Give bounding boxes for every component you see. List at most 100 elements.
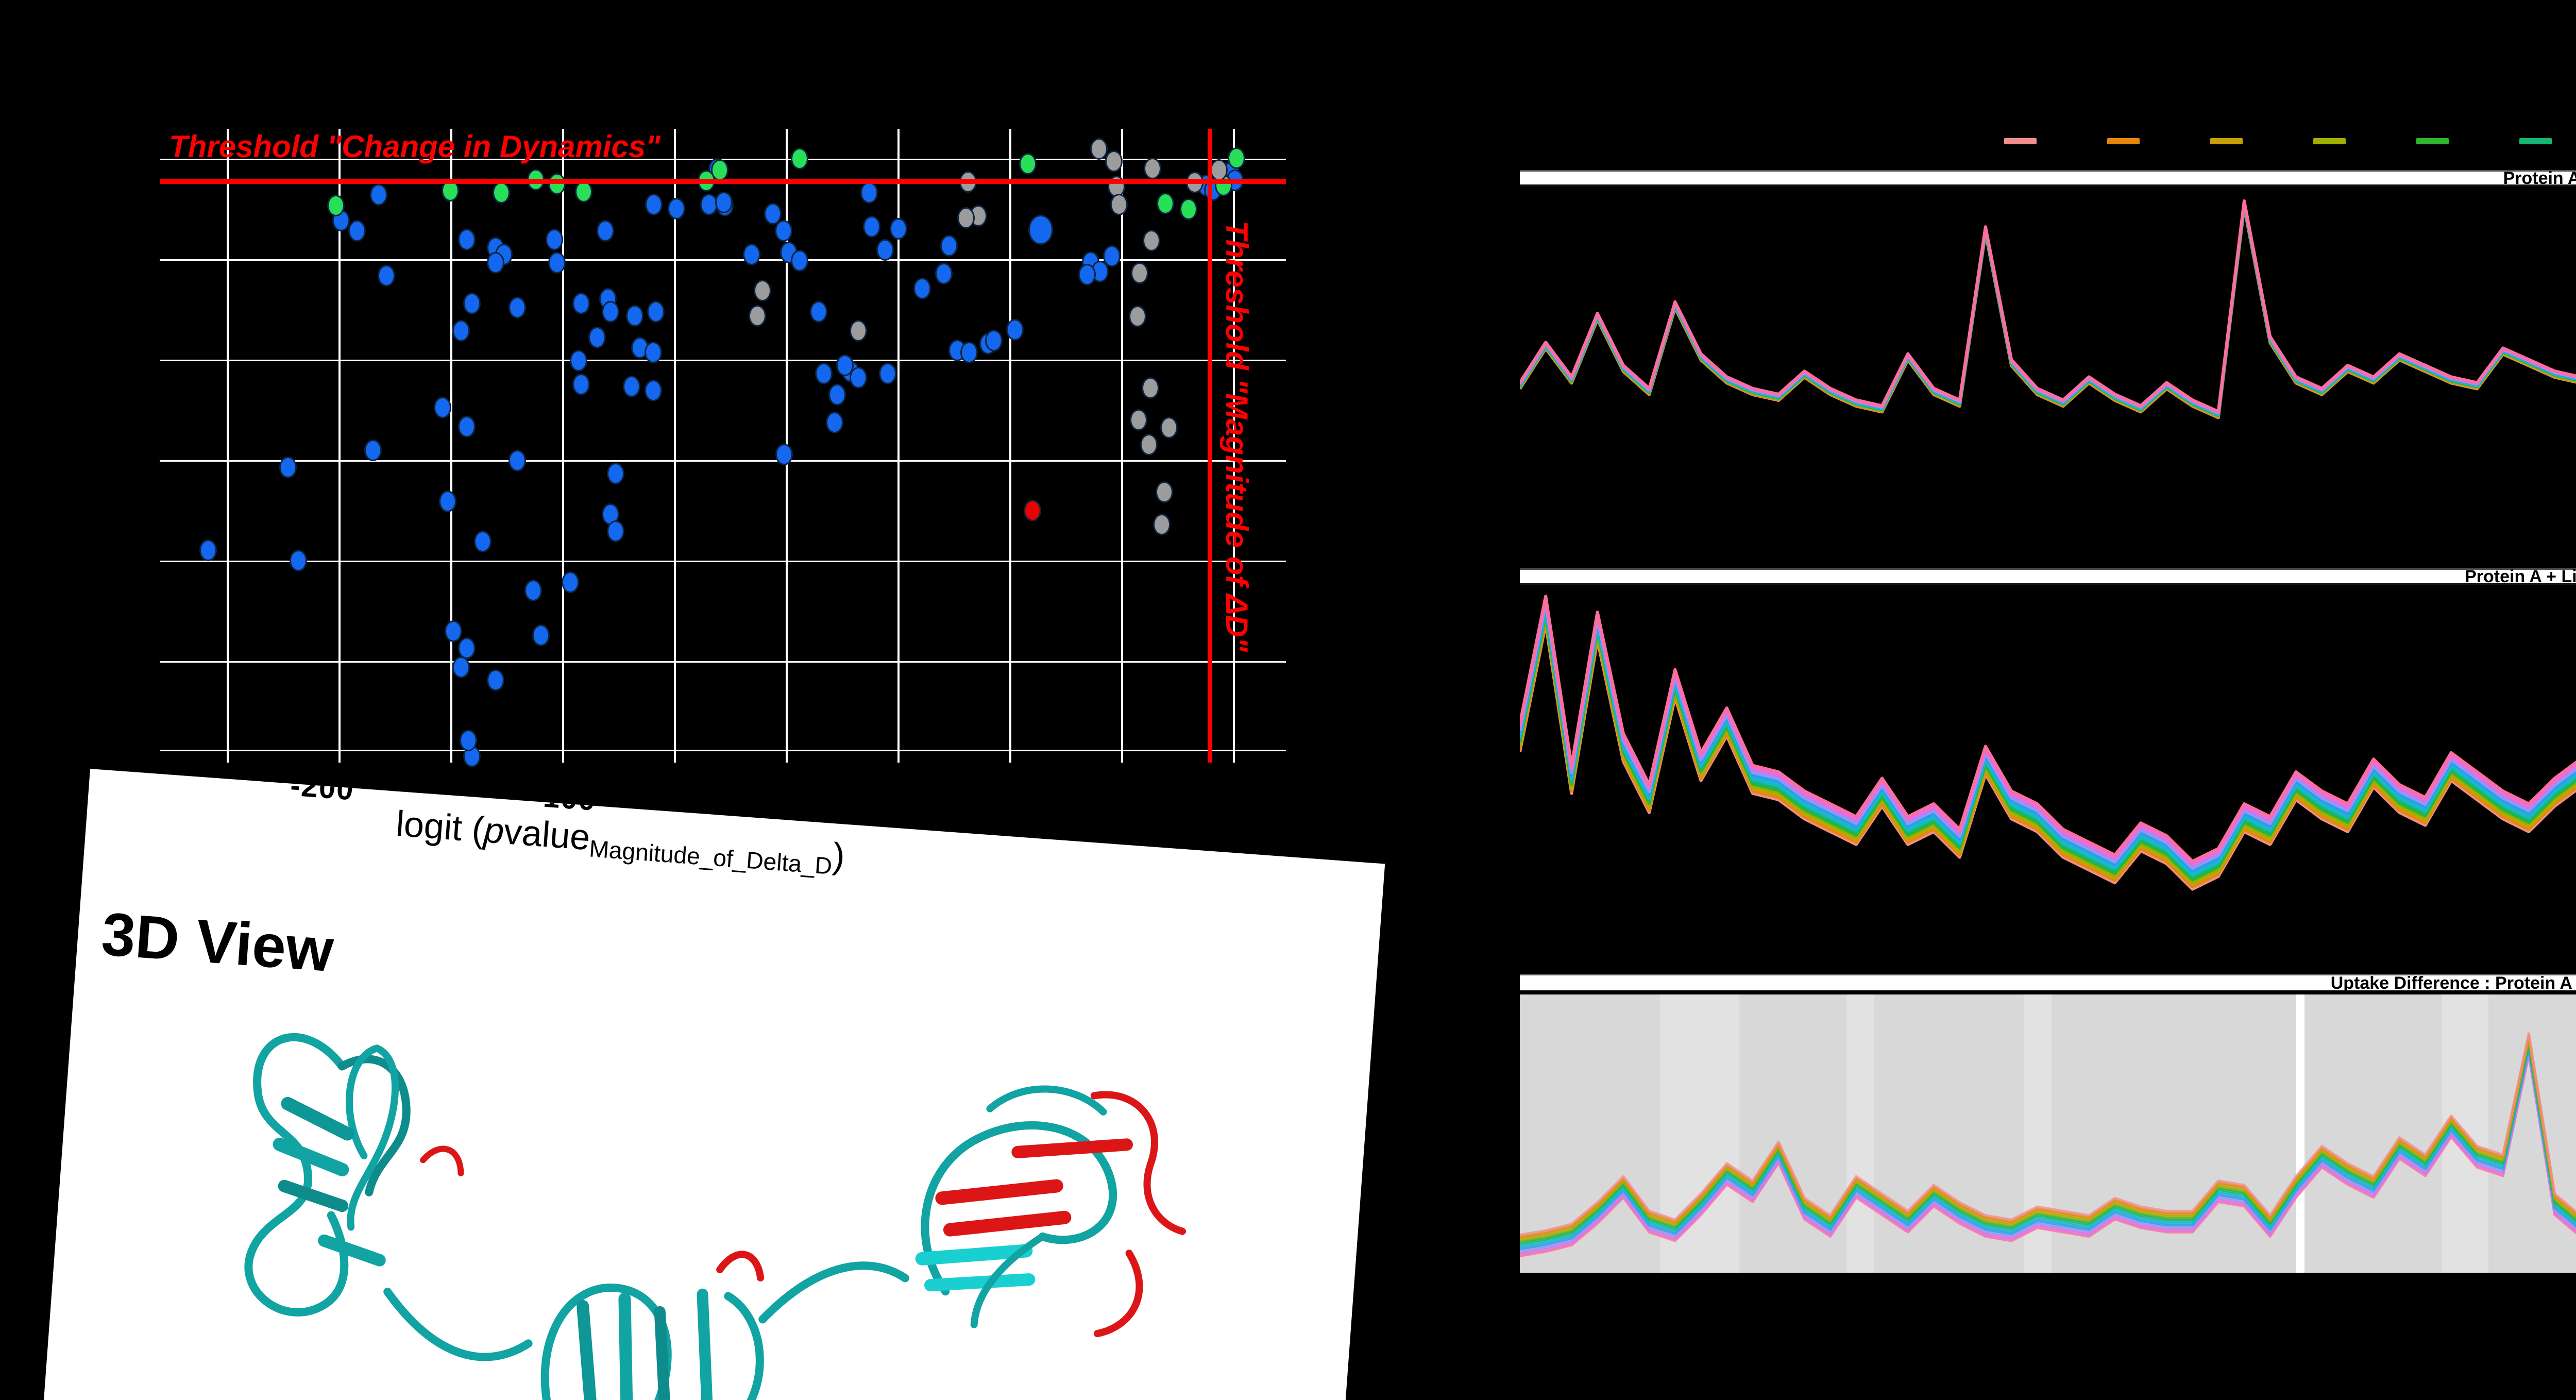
scatter-point[interactable] bbox=[860, 182, 878, 204]
scatter-point[interactable] bbox=[562, 571, 579, 593]
scatter-point[interactable] bbox=[913, 278, 931, 299]
scatter-point[interactable] bbox=[754, 280, 771, 301]
scatter-point[interactable] bbox=[850, 320, 867, 342]
scatter-point[interactable] bbox=[1140, 434, 1158, 456]
scatter-point[interactable] bbox=[828, 384, 846, 406]
scatter-point[interactable] bbox=[1143, 230, 1160, 251]
scatter-point[interactable] bbox=[524, 580, 542, 601]
scatter-point[interactable] bbox=[1130, 409, 1147, 431]
scatter-point[interactable] bbox=[474, 531, 492, 552]
scatter-point[interactable] bbox=[815, 363, 833, 384]
scatter-point[interactable] bbox=[1103, 245, 1121, 267]
scatter-point[interactable] bbox=[791, 148, 808, 170]
3d-view-card[interactable]: -200 -100 logit (pvalueMagnitude_of_Delt… bbox=[40, 769, 1385, 1400]
scatter-point[interactable] bbox=[1028, 214, 1053, 245]
scatter-point[interactable] bbox=[700, 194, 718, 215]
scatter-point[interactable] bbox=[940, 235, 958, 257]
scatter-point[interactable] bbox=[548, 173, 566, 195]
protein-ribbon-structure[interactable] bbox=[160, 988, 1303, 1400]
scatter-point[interactable] bbox=[439, 491, 456, 512]
threshold-line-horizontal[interactable] bbox=[160, 179, 1286, 184]
scatter-point[interactable] bbox=[199, 539, 217, 561]
scatter-point[interactable] bbox=[743, 244, 760, 265]
scatter-point[interactable] bbox=[810, 301, 827, 323]
scatter-point[interactable] bbox=[460, 730, 477, 751]
scatter-point[interactable] bbox=[290, 550, 307, 571]
scatter-point[interactable] bbox=[749, 305, 766, 327]
scatter-point[interactable] bbox=[572, 374, 590, 395]
scatter-point[interactable] bbox=[826, 412, 843, 433]
scatter-point[interactable] bbox=[863, 216, 880, 238]
scatter-point[interactable] bbox=[1090, 138, 1108, 160]
scatter-point[interactable] bbox=[1160, 417, 1178, 438]
scatter-point[interactable] bbox=[588, 327, 606, 348]
scatter-point[interactable] bbox=[1131, 262, 1148, 284]
scatter-point[interactable] bbox=[623, 376, 640, 397]
scatter-point[interactable] bbox=[452, 320, 470, 342]
scatter-point[interactable] bbox=[279, 457, 297, 478]
scatter-point[interactable] bbox=[570, 350, 587, 372]
scatter-point[interactable] bbox=[1144, 158, 1161, 179]
uptake-chart-difference[interactable] bbox=[1520, 994, 2576, 1273]
scatter-point[interactable] bbox=[764, 203, 782, 225]
scatter-point[interactable] bbox=[378, 265, 395, 286]
scatter-point[interactable] bbox=[645, 194, 663, 215]
scatter-point[interactable] bbox=[602, 301, 619, 323]
scatter-point[interactable] bbox=[1142, 377, 1159, 399]
scatter-point[interactable] bbox=[1210, 159, 1228, 181]
scatter-point[interactable] bbox=[879, 363, 896, 384]
scatter-point[interactable] bbox=[572, 293, 590, 314]
scatter-point[interactable] bbox=[1110, 194, 1128, 215]
timepoint-legend-swatch[interactable] bbox=[2107, 138, 2140, 144]
scatter-point[interactable] bbox=[364, 440, 382, 461]
scatter-point[interactable] bbox=[850, 367, 867, 389]
timepoint-legend-swatch[interactable] bbox=[2210, 138, 2243, 144]
scatter-point[interactable] bbox=[1180, 198, 1197, 220]
scatter-point[interactable] bbox=[607, 463, 624, 484]
timepoint-legend-swatch[interactable] bbox=[2519, 138, 2552, 144]
scatter-point[interactable] bbox=[327, 195, 345, 216]
scatter-point[interactable] bbox=[645, 380, 662, 401]
scatter-point[interactable] bbox=[1019, 153, 1037, 175]
scatter-point[interactable] bbox=[546, 229, 563, 250]
scatter-point[interactable] bbox=[463, 293, 481, 314]
scatter-point[interactable] bbox=[548, 252, 566, 274]
timepoint-legend-swatch[interactable] bbox=[2004, 138, 2037, 144]
scatter-point[interactable] bbox=[775, 220, 792, 242]
timepoint-legend-swatch[interactable] bbox=[2313, 138, 2346, 144]
scatter-point[interactable] bbox=[458, 416, 476, 437]
scatter-point[interactable] bbox=[711, 159, 728, 181]
timepoint-legend-swatch[interactable] bbox=[2416, 138, 2449, 144]
scatter-point[interactable] bbox=[957, 207, 975, 229]
scatter-point[interactable] bbox=[1153, 514, 1171, 535]
threshold-line-vertical[interactable] bbox=[1208, 129, 1212, 763]
scatter-point[interactable] bbox=[1156, 481, 1173, 503]
scatter-point[interactable] bbox=[458, 229, 476, 250]
scatter-point[interactable] bbox=[890, 218, 907, 240]
scatter-point[interactable] bbox=[487, 252, 504, 274]
scatter-point[interactable] bbox=[1105, 150, 1123, 172]
scatter-point[interactable] bbox=[1228, 147, 1245, 169]
scatter-point[interactable] bbox=[607, 520, 624, 542]
scatter-point[interactable] bbox=[575, 181, 592, 203]
scatter-point[interactable] bbox=[775, 444, 793, 465]
scatter-point[interactable] bbox=[626, 305, 643, 327]
scatter-point[interactable] bbox=[370, 184, 387, 206]
scatter-point[interactable] bbox=[668, 198, 685, 220]
scatter-point[interactable] bbox=[1129, 306, 1146, 327]
scatter-point[interactable] bbox=[1006, 319, 1024, 341]
uptake-chart-protein-a-ligand[interactable] bbox=[1520, 585, 2576, 969]
scatter-point[interactable] bbox=[1157, 193, 1174, 214]
scatter-point[interactable] bbox=[985, 330, 1003, 351]
scatter-point[interactable] bbox=[532, 625, 550, 646]
scatter-point[interactable] bbox=[348, 220, 366, 242]
scatter-point[interactable] bbox=[935, 263, 953, 284]
scatter-point[interactable] bbox=[509, 297, 526, 318]
scatter-point[interactable] bbox=[597, 220, 614, 242]
scatter-point[interactable] bbox=[836, 355, 854, 376]
scatter-point[interactable] bbox=[434, 397, 451, 418]
scatter-point[interactable] bbox=[647, 301, 665, 323]
scatter-point[interactable] bbox=[493, 182, 510, 204]
uptake-chart-protein-a[interactable] bbox=[1520, 187, 2576, 559]
scatter-point[interactable] bbox=[645, 342, 662, 363]
